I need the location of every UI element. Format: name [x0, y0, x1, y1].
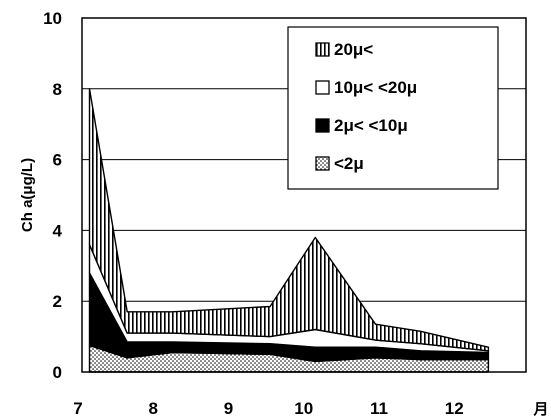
- x-tick-label: 9: [224, 399, 233, 417]
- x-tick-label: 12: [445, 399, 464, 417]
- area-series-3: [88, 88, 490, 352]
- legend-swatch: [315, 80, 330, 95]
- legend-label: 2μ< <10μ: [334, 116, 408, 135]
- legend-label: 10μ< <20μ: [334, 78, 417, 97]
- y-tick-label: 8: [53, 80, 62, 99]
- area-layers: [88, 88, 490, 373]
- x-tick-labels: 7 8 9 10 11 12: [73, 399, 463, 417]
- legend: 20μ< 10μ< <20μ 2μ< <10μ <2μ: [287, 26, 499, 190]
- legend-swatch: [315, 42, 330, 57]
- y-tick-label: 0: [53, 363, 62, 382]
- legend-label: <2μ: [334, 154, 364, 173]
- y-axis-label: Ch a(μg/L): [19, 158, 36, 232]
- x-tick-label: 7: [73, 399, 82, 417]
- x-tick-label: 10: [294, 399, 313, 417]
- x-tick-label: 11: [370, 399, 388, 417]
- y-tick-label: 2: [53, 292, 62, 311]
- x-tick-label: 8: [149, 399, 158, 417]
- y-tick-labels: 0 2 4 6 8 10: [43, 9, 62, 382]
- y-tick-label: 10: [43, 9, 62, 28]
- legend-label: 20μ<: [334, 40, 373, 59]
- y-tick-label: 6: [53, 151, 62, 170]
- legend-swatch: [315, 118, 330, 133]
- y-tick-label: 4: [53, 221, 63, 240]
- legend-swatch: [315, 156, 330, 171]
- plot-frame: [81, 17, 527, 373]
- x-axis-label: 月: [532, 401, 548, 417]
